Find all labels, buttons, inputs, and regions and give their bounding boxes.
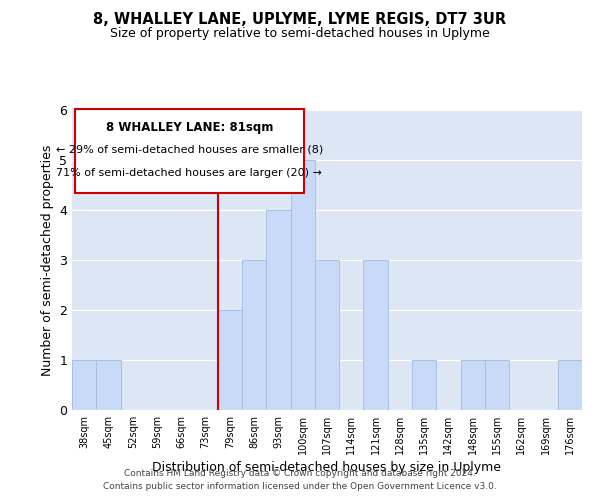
Bar <box>461 360 485 410</box>
Bar <box>290 160 315 410</box>
Bar <box>315 260 339 410</box>
Text: ← 29% of semi-detached houses are smaller (8): ← 29% of semi-detached houses are smalle… <box>56 144 323 154</box>
Bar <box>242 260 266 410</box>
Bar <box>485 360 509 410</box>
X-axis label: Distribution of semi-detached houses by size in Uplyme: Distribution of semi-detached houses by … <box>152 461 502 474</box>
Text: 71% of semi-detached houses are larger (20) →: 71% of semi-detached houses are larger (… <box>56 168 322 178</box>
Text: Size of property relative to semi-detached houses in Uplyme: Size of property relative to semi-detach… <box>110 28 490 40</box>
Text: 8, WHALLEY LANE, UPLYME, LYME REGIS, DT7 3UR: 8, WHALLEY LANE, UPLYME, LYME REGIS, DT7… <box>94 12 506 28</box>
Text: Contains public sector information licensed under the Open Government Licence v3: Contains public sector information licen… <box>103 482 497 491</box>
Bar <box>72 360 96 410</box>
Text: 8 WHALLEY LANE: 81sqm: 8 WHALLEY LANE: 81sqm <box>106 120 273 134</box>
Bar <box>266 210 290 410</box>
Y-axis label: Number of semi-detached properties: Number of semi-detached properties <box>41 144 53 376</box>
Bar <box>412 360 436 410</box>
Bar <box>218 310 242 410</box>
FancyBboxPatch shape <box>74 108 304 192</box>
Bar <box>364 260 388 410</box>
Text: Contains HM Land Registry data © Crown copyright and database right 2024.: Contains HM Land Registry data © Crown c… <box>124 468 476 477</box>
Bar <box>558 360 582 410</box>
Bar <box>96 360 121 410</box>
